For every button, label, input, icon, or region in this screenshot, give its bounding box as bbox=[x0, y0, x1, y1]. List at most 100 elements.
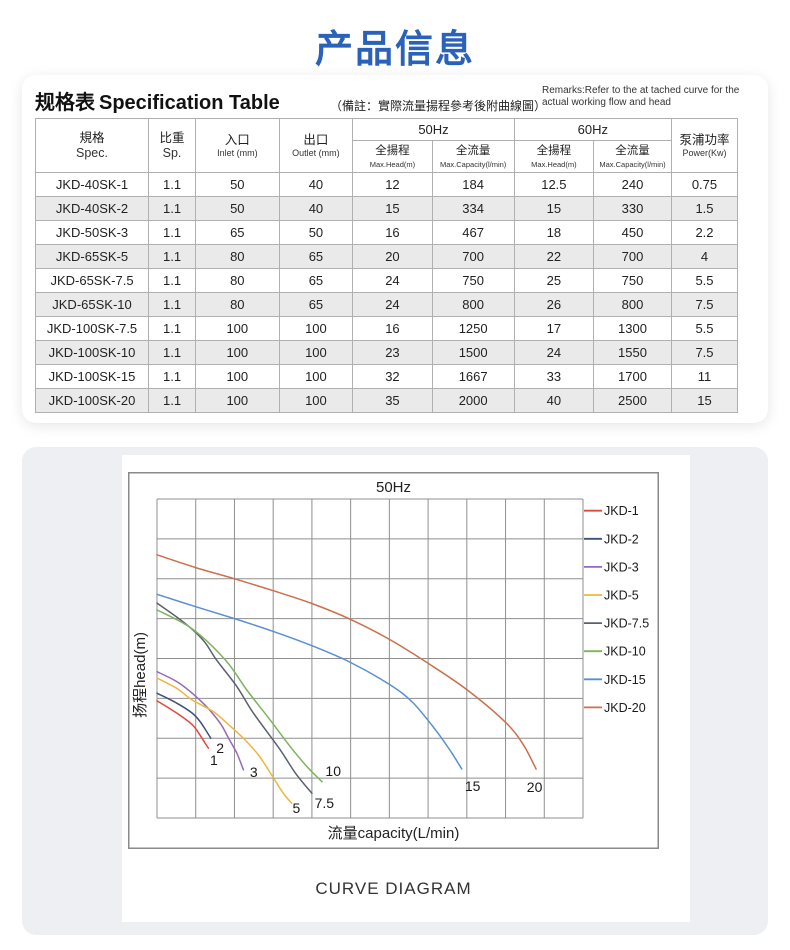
legend-item-JKD-2: JKD-2 bbox=[584, 532, 639, 546]
spec-remark-line1: Remarks:Refer to the at tached curve for… bbox=[542, 85, 740, 96]
frequency-group-header: 60Hz bbox=[513, 118, 672, 141]
spec-cell: 240 bbox=[593, 172, 672, 197]
spec-heading-zh: 规格表 bbox=[35, 92, 95, 114]
spec-cell: 7.5 bbox=[670, 292, 739, 317]
chart-border bbox=[128, 472, 659, 849]
spec-cell: 1.5 bbox=[670, 196, 739, 221]
frequency-group-header: 50Hz bbox=[352, 118, 515, 141]
legend-item-JKD-15: JKD-15 bbox=[584, 673, 646, 687]
spec-cell: 2.2 bbox=[670, 220, 739, 245]
curve-end-label-7.5: 7.5 bbox=[315, 795, 335, 811]
header-cell: 比重 Sp. bbox=[148, 118, 197, 173]
spec-cell: 1300 bbox=[593, 316, 672, 341]
spec-cell: 1250 bbox=[431, 316, 515, 341]
spec-cell: JKD-40SK-2 bbox=[34, 196, 150, 221]
y-axis-label: 扬程head(m) bbox=[132, 632, 149, 718]
curve-JKD-10 bbox=[156, 609, 323, 783]
curve-panel: 50Hz 1 2 3 5 7.5 10 15 20 JKD-1 JKD-2 JKD-3 JKD-5 JKD… bbox=[122, 455, 690, 922]
spec-remark-line2: actual working flow and head bbox=[542, 96, 671, 108]
curve-caption: CURVE DIAGRAM bbox=[315, 879, 472, 898]
spec-cell: 24 bbox=[352, 292, 433, 317]
curve-end-label-3: 3 bbox=[250, 764, 258, 780]
spec-cell: 5.5 bbox=[670, 316, 739, 341]
spec-cell: 65 bbox=[195, 220, 280, 245]
legend-label: JKD-20 bbox=[604, 701, 646, 715]
spec-cell: 467 bbox=[431, 220, 515, 245]
spec-cell: 65 bbox=[278, 292, 354, 317]
spec-cell: 334 bbox=[431, 196, 515, 221]
spec-cell: 80 bbox=[195, 268, 280, 293]
curve-end-label-1: 1 bbox=[210, 752, 218, 768]
spec-cell: 1.1 bbox=[148, 244, 197, 269]
table-row: JKD-100SK-20 1.1 100 100 35 2000 40 2500 15 bbox=[34, 388, 739, 413]
spec-cell: 12.5 bbox=[513, 172, 595, 197]
spec-cell: 330 bbox=[593, 196, 672, 221]
spec-cell: 100 bbox=[278, 340, 354, 365]
spec-cell: JKD-100SK-7.5 bbox=[34, 316, 150, 341]
curve-JKD-15 bbox=[156, 593, 463, 770]
spec-cell: 100 bbox=[195, 316, 280, 341]
curve-JKD-5 bbox=[156, 677, 293, 804]
table-row: JKD-100SK-7.5 1.1 100 100 16 1250 17 1300 5.5 bbox=[34, 316, 739, 341]
spec-heading-en: Specification Table bbox=[99, 92, 280, 114]
spec-cell: JKD-100SK-20 bbox=[34, 388, 150, 413]
spec-cell: 100 bbox=[195, 340, 280, 365]
spec-cell: JKD-50SK-3 bbox=[34, 220, 150, 245]
spec-cell: 33 bbox=[513, 364, 595, 389]
spec-cell: JKD-100SK-15 bbox=[34, 364, 150, 389]
spec-cell: 40 bbox=[513, 388, 595, 413]
spec-cell: 100 bbox=[195, 388, 280, 413]
specification-table: 規格 Spec. 比重 Sp. 入口 Inlet (mm) 出口 Outlet (mm) 50H… bbox=[34, 118, 739, 413]
spec-cell: 750 bbox=[593, 268, 672, 293]
legend-label: JKD-7.5 bbox=[604, 617, 649, 631]
curve-end-label-5: 5 bbox=[293, 800, 301, 816]
spec-cell: 4 bbox=[670, 244, 739, 269]
spec-cell: JKD-65SK-5 bbox=[34, 244, 150, 269]
spec-cell: 35 bbox=[352, 388, 433, 413]
spec-cell: JKD-100SK-10 bbox=[34, 340, 150, 365]
table-row: JKD-65SK-5 1.1 80 65 20 700 22 700 4 bbox=[34, 244, 739, 269]
spec-cell: 100 bbox=[278, 364, 354, 389]
chart-title: 50Hz bbox=[376, 479, 411, 496]
spec-cell: 1.1 bbox=[148, 316, 197, 341]
spec-cell: 1.1 bbox=[148, 364, 197, 389]
spec-cell: 1.1 bbox=[148, 268, 197, 293]
x-axis-label: 流量capacity(L/min) bbox=[328, 825, 460, 842]
spec-cell: 25 bbox=[513, 268, 595, 293]
header-cell: 全揚程 Max.Head(m) bbox=[352, 140, 433, 173]
spec-cell: JKD-40SK-1 bbox=[34, 172, 150, 197]
legend-label: JKD-10 bbox=[604, 645, 646, 659]
spec-cell: 1700 bbox=[593, 364, 672, 389]
spec-cell: 80 bbox=[195, 244, 280, 269]
spec-cell: 100 bbox=[278, 388, 354, 413]
spec-cell: 50 bbox=[278, 220, 354, 245]
spec-cell: 40 bbox=[278, 196, 354, 221]
header-cell: 全揚程 Max.Head(m) bbox=[513, 140, 595, 173]
spec-cell: 2500 bbox=[593, 388, 672, 413]
spec-cell: 50 bbox=[195, 172, 280, 197]
spec-cell: 1550 bbox=[593, 340, 672, 365]
spec-cell: 5.5 bbox=[670, 268, 739, 293]
spec-cell: 1500 bbox=[431, 340, 515, 365]
spec-cell: 7.5 bbox=[670, 340, 739, 365]
curve-diagram-card: 50Hz 1 2 3 5 7.5 10 15 20 JKD-1 JKD-2 JKD-3 JKD-5 JKD… bbox=[22, 447, 768, 935]
spec-cell: 1.1 bbox=[148, 196, 197, 221]
table-row: JKD-100SK-15 1.1 100 100 32 1667 33 1700 11 bbox=[34, 364, 739, 389]
page-title: 产品信息 bbox=[314, 29, 475, 71]
spec-cell: 17 bbox=[513, 316, 595, 341]
spec-cell: 65 bbox=[278, 268, 354, 293]
legend-item-JKD-1: JKD-1 bbox=[584, 504, 639, 518]
legend-item-JKD-20: JKD-20 bbox=[584, 701, 646, 715]
curve-end-label-15: 15 bbox=[465, 778, 481, 794]
performance-curve-chart: 50Hz 12 3 5 7.5 10 15 20 JKD-1 JKD-2 JKD-3 JKD-5 JKD… bbox=[128, 472, 659, 849]
curve-end-label-20: 20 bbox=[527, 779, 543, 795]
header-cell: 出口 Outlet (mm) bbox=[278, 118, 354, 173]
spec-cell: 24 bbox=[352, 268, 433, 293]
spec-cell: 15 bbox=[513, 196, 595, 221]
spec-cell: 800 bbox=[593, 292, 672, 317]
spec-cell: 23 bbox=[352, 340, 433, 365]
legend-item-JKD-10: JKD-10 bbox=[584, 645, 646, 659]
legend-label: JKD-15 bbox=[604, 673, 646, 687]
table-row: JKD-65SK-10 1.1 80 65 24 800 26 800 7.5 bbox=[34, 292, 739, 317]
